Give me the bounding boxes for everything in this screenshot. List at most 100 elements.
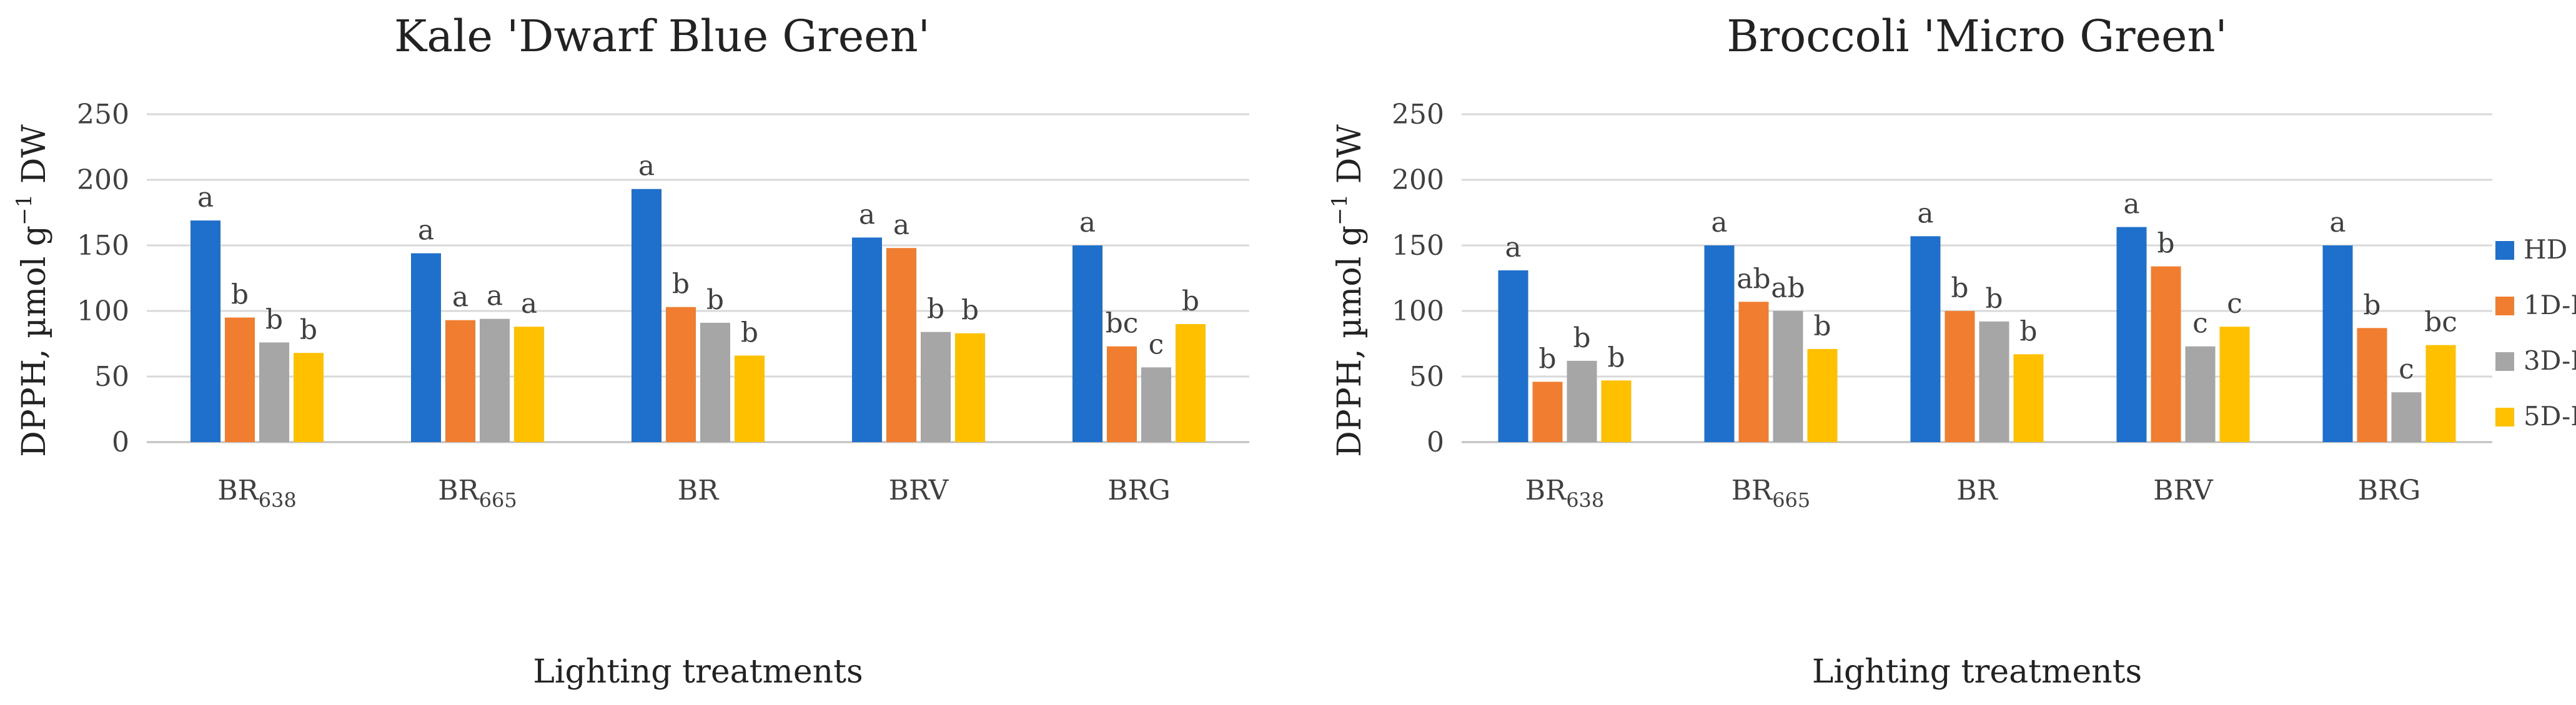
- y-axis-label-tail: DW: [1331, 124, 1369, 194]
- significance-letter: b: [231, 279, 249, 311]
- category-label-base: BR: [217, 475, 259, 506]
- y-axis-label-sup: −1: [12, 194, 37, 225]
- significance-letter: bc: [1106, 308, 1139, 340]
- bar-5d-ph: [1601, 380, 1632, 442]
- significance-letter: c: [2192, 308, 2208, 340]
- bar-5d-ph: [2425, 345, 2456, 442]
- bar-5d-ph: [2013, 354, 2044, 442]
- x-axis-label: Lighting treatments: [533, 653, 863, 691]
- significance-letter: c: [1149, 328, 1164, 360]
- significance-letter: b: [927, 293, 944, 325]
- significance-letter: b: [265, 303, 283, 335]
- y-axis-label-sup: −1: [1327, 194, 1352, 225]
- significance-letter: b: [1951, 272, 1968, 304]
- significance-letter: b: [1607, 342, 1625, 373]
- significance-letter: a: [1505, 232, 1521, 264]
- bar-1d-ph: [666, 307, 696, 442]
- category-label: BR638: [1525, 475, 1605, 512]
- bar-3d-ph: [1979, 321, 2009, 442]
- y-tick-label: 100: [1392, 295, 1444, 327]
- bar-3d-ph: [259, 342, 289, 442]
- y-tick-label: 50: [1409, 361, 1444, 393]
- significance-letter: b: [672, 269, 690, 300]
- bar-3d-ph: [1773, 311, 1803, 442]
- y-tick-label: 250: [1392, 99, 1444, 131]
- bar-5d-ph: [1807, 348, 1838, 442]
- significance-letter: b: [2363, 289, 2380, 321]
- bar-hd: [852, 237, 882, 442]
- y-tick-label: 250: [77, 99, 129, 131]
- bar-1d-ph: [2357, 328, 2387, 442]
- y-tick-label: 200: [1392, 164, 1444, 196]
- significance-letter: b: [2019, 315, 2037, 347]
- bar-3d-ph: [480, 318, 510, 442]
- bar-hd: [1910, 236, 1941, 442]
- category-label-sub: 638: [259, 488, 297, 512]
- bar-hd: [1498, 270, 1528, 442]
- y-tick-label: 200: [77, 164, 129, 196]
- significance-letter: ab: [1771, 272, 1805, 304]
- y-tick-label: 0: [1427, 426, 1444, 458]
- significance-letter: b: [1182, 285, 1199, 317]
- category-label: BRG: [2358, 475, 2421, 506]
- category-label: BR638: [217, 475, 297, 512]
- y-tick-label: 0: [112, 426, 129, 458]
- category-label-base: BR: [1956, 475, 1998, 506]
- legend-label-3d-ph: 3D-PH: [2524, 345, 2576, 376]
- significance-letter: a: [638, 150, 655, 182]
- category-label: BRV: [2153, 475, 2214, 506]
- bar-1d-ph: [1944, 311, 1975, 442]
- bar-3d-ph: [2185, 346, 2216, 442]
- y-axis-label: DPPH, µmol g−1 DW: [1327, 124, 1369, 457]
- bar-1d-ph: [445, 320, 475, 442]
- significance-letter: a: [418, 215, 434, 247]
- bar-1d-ph: [1738, 302, 1769, 442]
- bar-hd: [2116, 227, 2147, 442]
- bar-3d-ph: [2391, 392, 2422, 442]
- category-label-sub: 665: [479, 488, 517, 512]
- significance-letter: c: [2227, 288, 2242, 320]
- significance-letter: a: [2329, 207, 2346, 239]
- significance-letter: b: [1573, 322, 1590, 354]
- bar-3d-ph: [700, 322, 730, 442]
- chart-title: Broccoli 'Micro Green': [1726, 11, 2227, 62]
- significance-letter: a: [487, 280, 503, 312]
- legend-label-5d-ph: 5D-PH: [2524, 401, 2576, 431]
- significance-letter: a: [1711, 207, 1727, 239]
- bar-5d-ph: [735, 355, 765, 442]
- y-tick-label: 100: [77, 295, 129, 327]
- category-label-sub: 665: [1772, 488, 1810, 512]
- significance-letter: b: [1538, 343, 1556, 375]
- bar-3d-ph: [1567, 360, 1597, 442]
- significance-letter: ab: [1736, 263, 1770, 295]
- bar-5d-ph: [2219, 327, 2250, 442]
- y-axis-label-main: DPPH, µmol g: [1331, 225, 1369, 457]
- legend-label-hd: HD: [2524, 234, 2567, 265]
- kale-chart: Kale 'Dwarf Blue Green' 0 50 100 150 200 250 DP…: [12, 11, 1249, 691]
- category-label-base: BRV: [2153, 475, 2214, 506]
- category-label-base: BR: [438, 475, 480, 506]
- significance-letter: a: [521, 288, 537, 320]
- category-label: BR: [1956, 475, 1998, 506]
- bar-hd: [411, 253, 441, 442]
- significance-letter: c: [2399, 353, 2414, 385]
- category-label-base: BR: [678, 475, 720, 506]
- bar-hd: [1073, 245, 1102, 442]
- broccoli-chart: Broccoli 'Micro Green' 0 50 100 150 200 250 DPP…: [1327, 11, 2492, 691]
- y-axis-label: DPPH, µmol g−1 DW: [12, 124, 53, 457]
- bar-hd: [191, 220, 220, 442]
- bar-5d-ph: [1176, 324, 1206, 442]
- significance-letter: a: [1079, 207, 1096, 239]
- legend-swatch-5d-ph: [2495, 408, 2514, 426]
- significance-letter: bc: [2424, 307, 2457, 338]
- significance-letter: b: [961, 295, 979, 327]
- bar-1d-ph: [1532, 382, 1563, 442]
- y-tick-label: 150: [1392, 230, 1444, 262]
- chart-title: Kale 'Dwarf Blue Green': [394, 11, 930, 62]
- legend-swatch-hd: [2495, 241, 2514, 260]
- significance-letter: b: [706, 284, 724, 316]
- bar-3d-ph: [921, 332, 951, 442]
- bar-1d-ph: [2151, 266, 2181, 442]
- category-label-base: BRG: [2358, 475, 2421, 506]
